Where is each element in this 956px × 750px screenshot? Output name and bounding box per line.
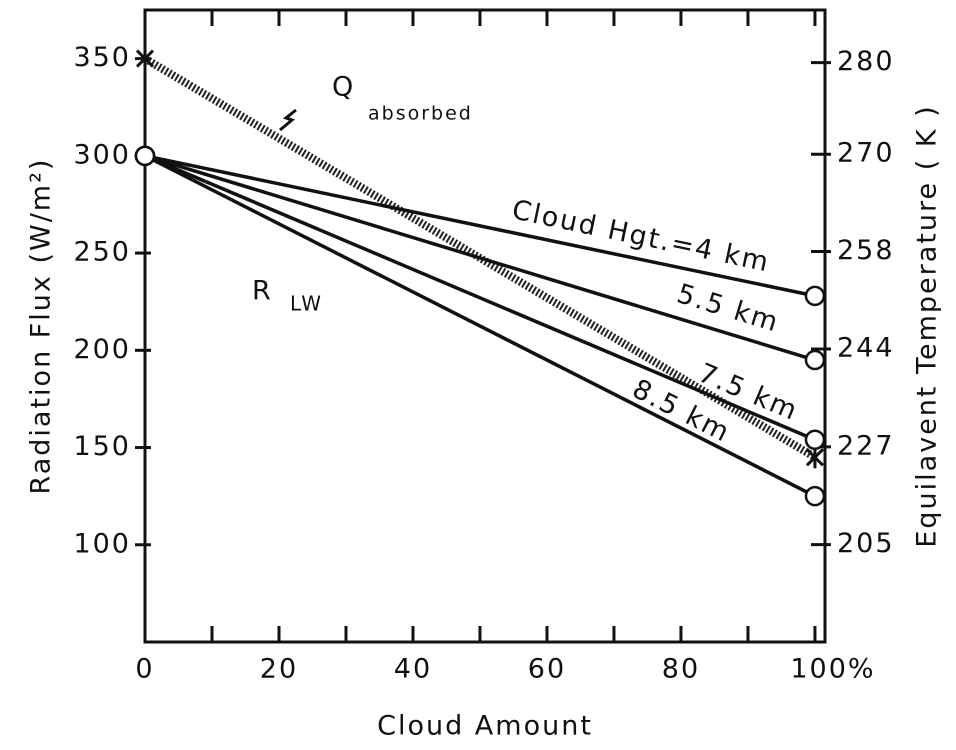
y2-tick-label: 244 [837, 332, 895, 363]
point-marker [135, 47, 155, 70]
point-marker [804, 429, 826, 451]
annotation-arrow [279, 108, 297, 132]
series-line [144, 154, 816, 442]
annotation: R [252, 276, 273, 307]
y-tick-label: 150 [73, 431, 131, 462]
y-tick-label: 100 [73, 528, 131, 559]
y-axis-title: Radiation Flux (W/m²) [26, 158, 57, 495]
point-marker [804, 349, 826, 371]
series-line [144, 154, 816, 362]
y-tick-label: 350 [73, 42, 131, 73]
y2-tick-label: 205 [837, 528, 895, 559]
point-marker [804, 485, 826, 507]
annotation-subscript: LW [290, 292, 323, 316]
y2-axis-title: Equilavent Temperature ( K ) [912, 104, 943, 547]
y-tick-label: 250 [73, 237, 131, 268]
y2-tick-label: 280 [837, 46, 895, 77]
y-tick-label: 200 [73, 334, 131, 365]
y-tick-label: 300 [73, 139, 131, 170]
x-tick-label: 60 [528, 654, 566, 685]
y2-tick-label: 258 [837, 235, 895, 266]
series-label-subscript: absorbed [368, 103, 473, 125]
x-tick-label: 40 [394, 654, 432, 685]
x-axis-title: Cloud Amount [377, 711, 593, 742]
x-tick-label: 80 [662, 654, 700, 685]
y2-tick-label: 270 [837, 138, 895, 169]
y2-tick-label: 227 [837, 430, 895, 461]
series-label: Q [332, 72, 355, 103]
series-line [144, 154, 816, 498]
x-tick-label: 100% [790, 654, 875, 685]
x-tick-label: 20 [260, 654, 298, 685]
x-tick-label: 0 [135, 654, 154, 685]
plot-frame [143, 8, 827, 644]
series-label: Cloud Hgt.=4 km [509, 194, 772, 278]
point-marker [804, 285, 826, 307]
series-line [144, 154, 816, 298]
point-marker [134, 145, 156, 167]
